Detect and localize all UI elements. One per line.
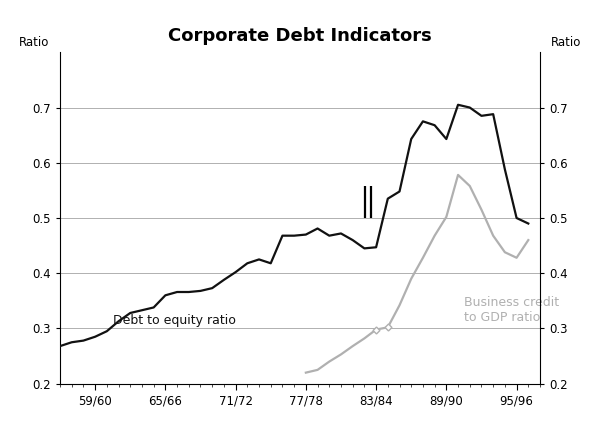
Title: Corporate Debt Indicators: Corporate Debt Indicators <box>168 27 432 45</box>
Text: Business credit
to GDP ratio: Business credit to GDP ratio <box>464 296 559 324</box>
Text: Debt to equity ratio: Debt to equity ratio <box>113 314 236 327</box>
Text: Ratio: Ratio <box>19 36 50 49</box>
Text: Ratio: Ratio <box>550 36 581 49</box>
